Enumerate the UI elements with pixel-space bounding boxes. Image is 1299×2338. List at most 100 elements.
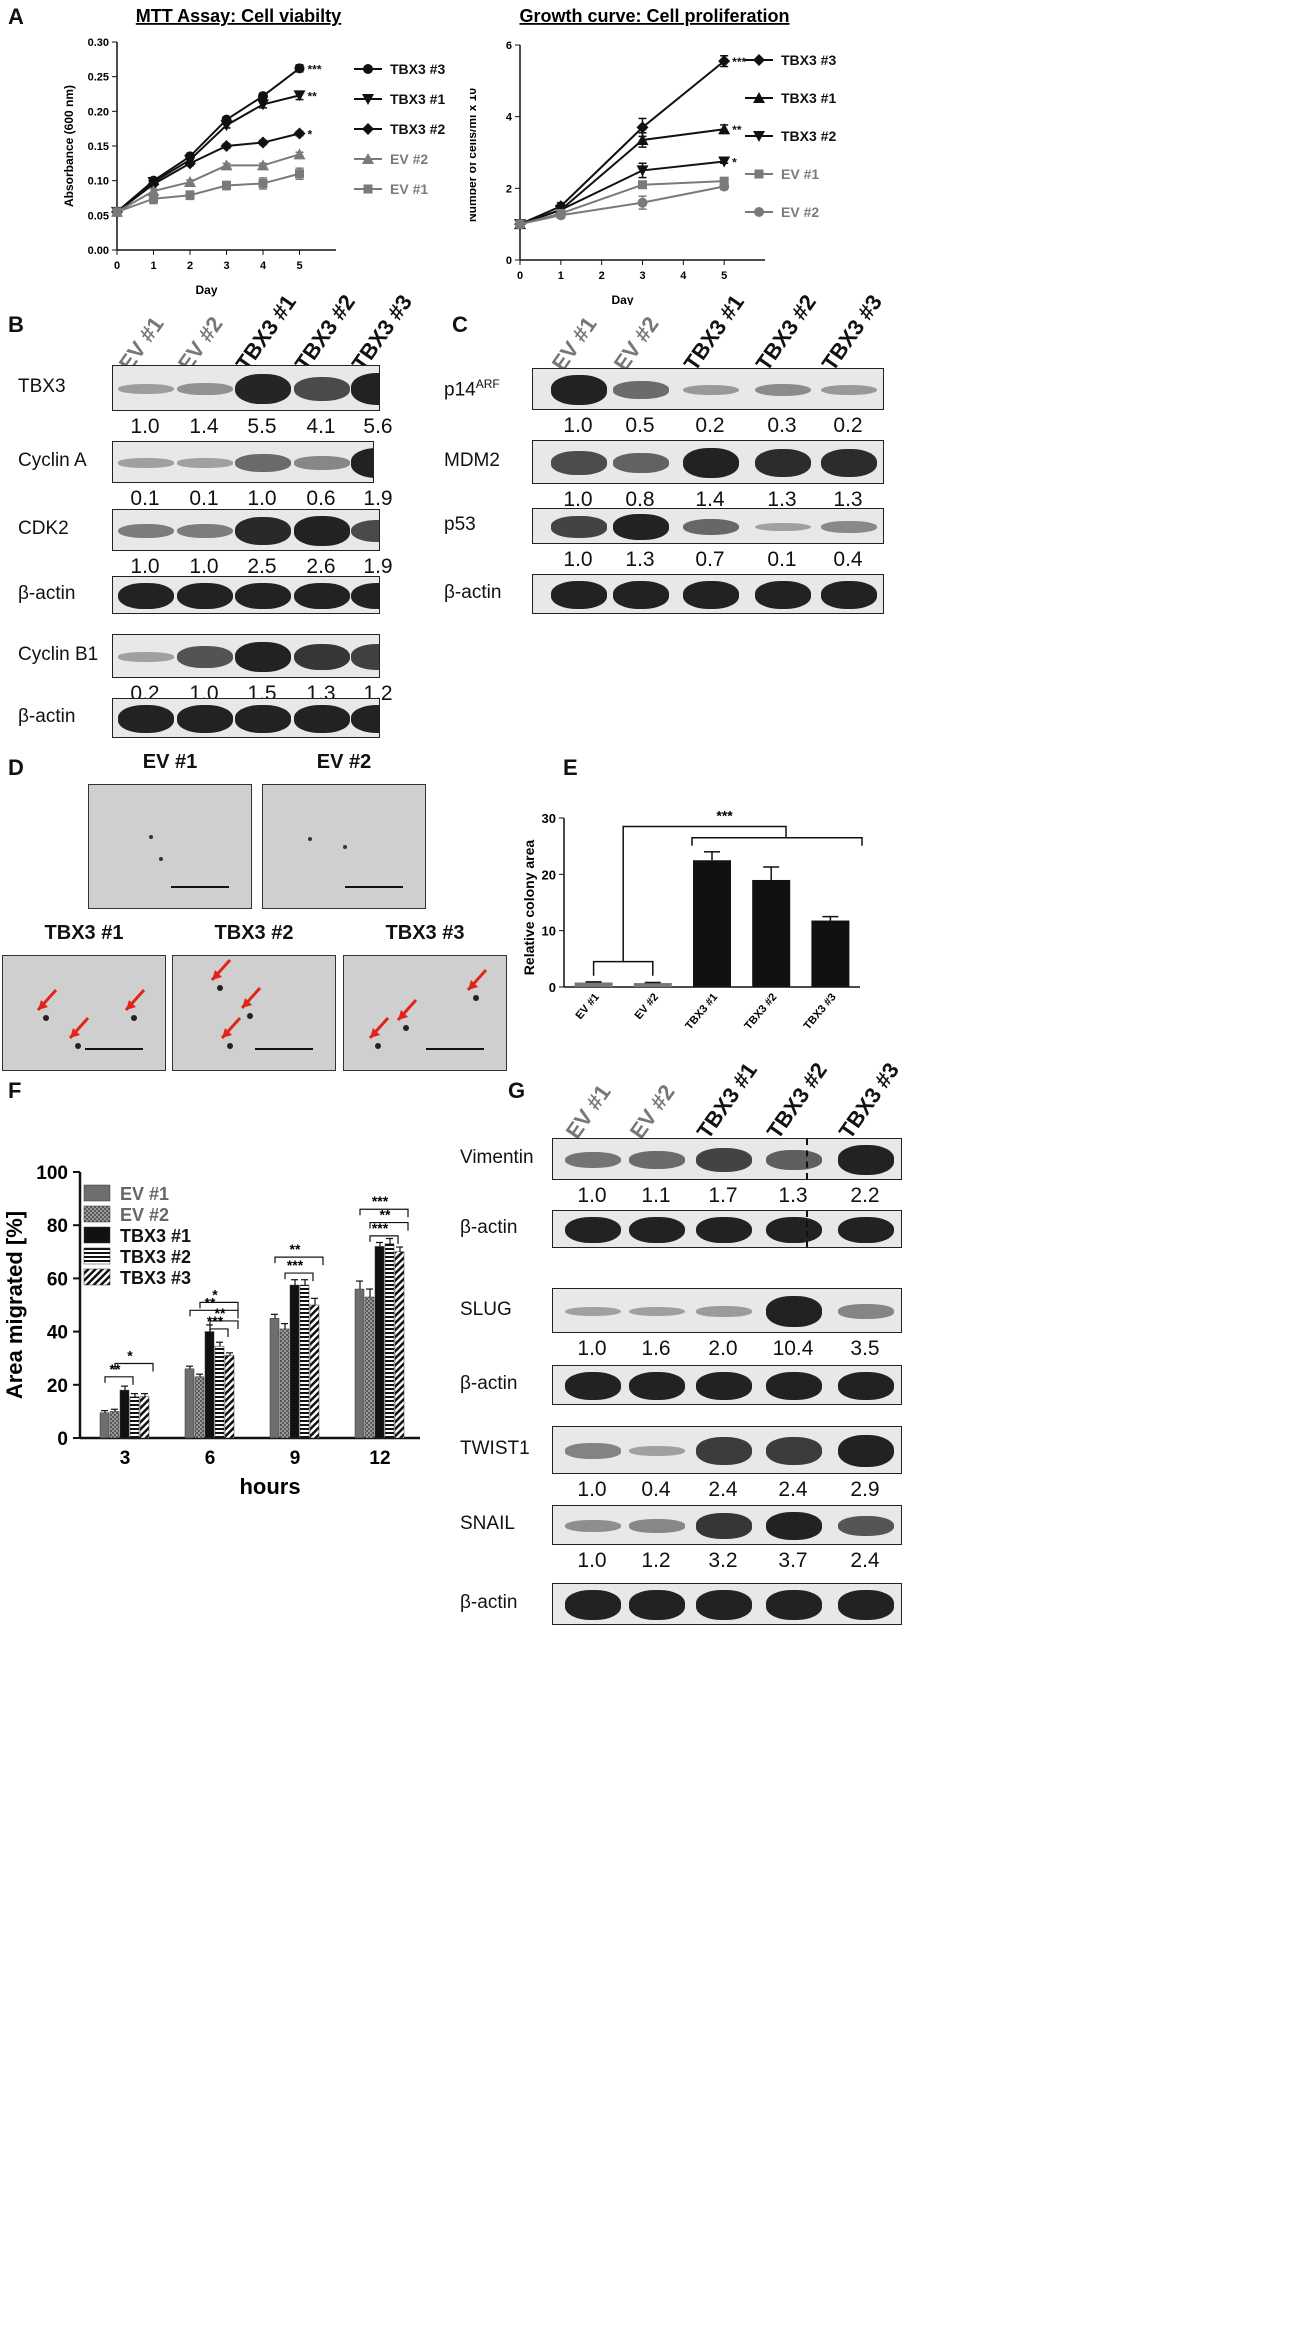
significance-bracket [691, 836, 863, 846]
protein-band [755, 522, 811, 532]
protein-band [613, 581, 669, 609]
panel-label-f: F [8, 1078, 22, 1103]
band-quantification: 2.6 [306, 555, 336, 578]
scale-bar [255, 1048, 313, 1050]
legend-label: TBX3 #2 [781, 128, 836, 144]
significance-label: ** [215, 1305, 226, 1321]
x-tick-label: 2 [187, 260, 193, 272]
blot-row-label: CDK2 [18, 518, 69, 539]
significance-label: ** [290, 1241, 301, 1257]
lane-header: EV #1 [560, 1079, 616, 1144]
lane-divider [806, 1211, 808, 1247]
protein-band [565, 1306, 621, 1317]
protein-band [351, 582, 379, 610]
bar [279, 1328, 290, 1439]
bar [309, 1304, 320, 1439]
bar [99, 1412, 110, 1439]
red-arrow-head [370, 1028, 380, 1038]
data-point [293, 148, 306, 160]
protein-band [696, 1590, 752, 1620]
x-tick-label: 0 [114, 260, 120, 272]
legend-swatch [83, 1184, 111, 1202]
protein-band [551, 451, 607, 475]
data-point [718, 123, 731, 135]
red-arrow-head [468, 980, 478, 990]
bar [364, 1296, 375, 1439]
y-tick-label: 0.05 [88, 210, 109, 222]
protein-band [766, 1437, 822, 1465]
panel-label-c: C [452, 312, 468, 337]
growth-line-chart: Growth curve: Cell proliferation 0 2 4 6 0 1 2 3… [470, 6, 836, 305]
western-blot-c: EV #1 EV #2 TBX3 #1 TBX3 #2 TBX3 #3 p14ARF 1.0… [440, 290, 890, 640]
red-arrow-head [70, 1028, 80, 1038]
band-quantification: 2.4 [778, 1478, 808, 1501]
protein-band [629, 1216, 685, 1244]
band-quantification: 1.0 [577, 1337, 607, 1360]
legend-marker [362, 123, 374, 135]
x-tick-label: EV #1 [573, 991, 601, 1022]
protein-band [351, 448, 373, 478]
protein-band [177, 645, 233, 669]
band-quantification: 1.0 [577, 1184, 607, 1207]
x-tick-label: TBX3 #1 [683, 991, 720, 1032]
data-point [636, 121, 649, 134]
band-quantification: 0.1 [189, 487, 219, 510]
band-quantification: 5.6 [363, 415, 393, 438]
data-point [257, 136, 269, 149]
bar [194, 1376, 205, 1439]
data-point [719, 181, 730, 192]
protein-band [821, 520, 877, 534]
band-quantification: 0.2 [833, 414, 863, 437]
panel-label-a: A [8, 4, 24, 29]
red-arrow-head [222, 1028, 232, 1038]
significance-bracket [209, 1328, 229, 1337]
panel-label-e: E [563, 755, 578, 780]
band-quantification: 0.7 [695, 548, 725, 571]
blot-row-label: TBX3 [18, 376, 66, 397]
y-tick-label: 6 [506, 40, 512, 52]
band-quantification: 1.0 [563, 548, 593, 571]
colony-dot [159, 857, 163, 861]
series-line [519, 60, 725, 226]
band-quantification: 2.4 [708, 1478, 738, 1501]
data-point [555, 210, 566, 221]
bar [394, 1251, 405, 1439]
y-axis-label: Number of cells/ml x 104 [470, 83, 479, 222]
western-blot-g: EV #1 EV #2 TBX3 #1 TBX3 #2 TBX3 #3 Vimentin 1… [460, 1058, 904, 1940]
x-tick-label: 5 [721, 270, 727, 282]
bar [269, 1318, 280, 1439]
bar [354, 1288, 365, 1439]
x-tick-label: TBX3 #2 [742, 991, 779, 1032]
legend-label: TBX3 #1 [390, 91, 445, 107]
colony-dot [403, 1025, 409, 1031]
data-point [636, 133, 649, 145]
legend-marker [362, 94, 374, 105]
data-point [112, 207, 122, 217]
band-quantification: 2.2 [850, 1184, 880, 1207]
band-quantification: 2.9 [850, 1478, 880, 1501]
micrograph-tbx3-2: TBX3 #2 [172, 922, 336, 1071]
protein-band [755, 448, 811, 478]
colony-dot [473, 995, 479, 1001]
significance-bracket [199, 1301, 239, 1311]
protein-band [177, 582, 233, 610]
y-tick-label: 0.30 [88, 37, 109, 49]
x-tick-label: 12 [369, 1448, 390, 1469]
micrograph-tbx3-1: TBX3 #1 [2, 922, 166, 1071]
band-quantification: 0.1 [130, 487, 160, 510]
data-point [718, 55, 731, 68]
protein-band [629, 1372, 685, 1400]
lane-header: EV #2 [608, 311, 664, 376]
bar [214, 1345, 225, 1439]
bar [693, 860, 731, 987]
protein-band [565, 1372, 621, 1400]
protein-band [766, 1512, 822, 1540]
blot-row-label: TWIST1 [460, 1438, 530, 1459]
legend-label: TBX3 #3 [781, 52, 836, 68]
protein-band [766, 1590, 822, 1620]
panel-label-g: G [508, 1078, 526, 1103]
protein-band [235, 582, 291, 610]
protein-band [696, 1513, 752, 1539]
y-tick-label: 0.10 [88, 176, 109, 188]
protein-band [696, 1216, 752, 1244]
